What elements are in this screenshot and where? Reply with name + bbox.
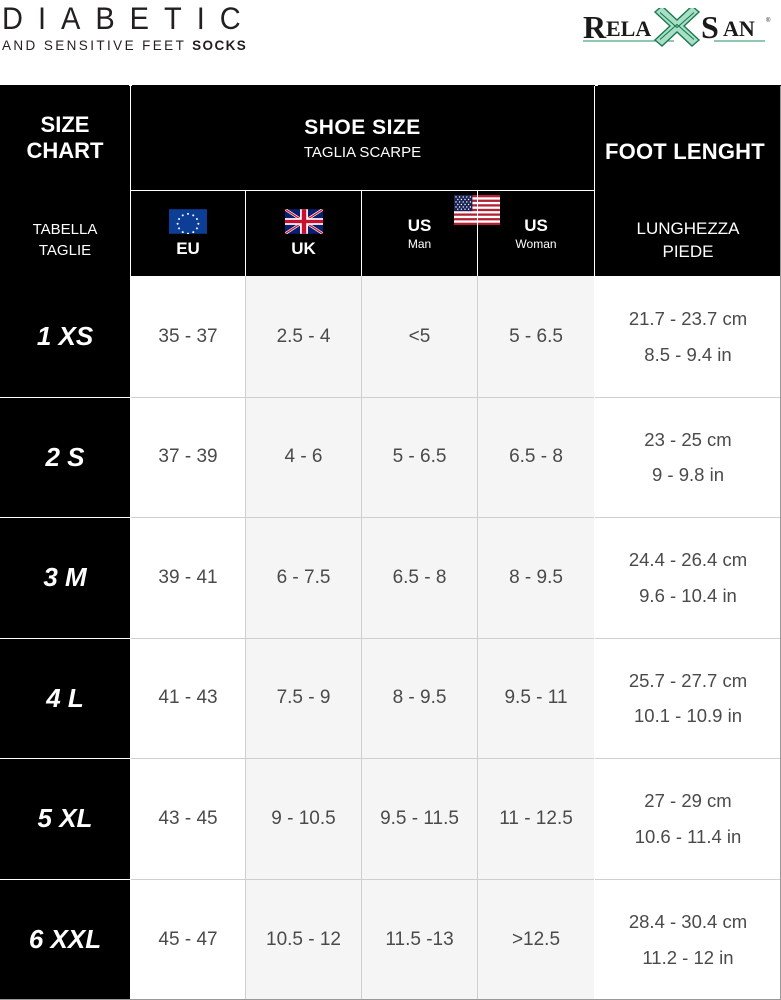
svg-text:AN: AN [723,16,755,41]
svg-text:R: R [583,9,607,45]
svg-text:ELA: ELA [606,16,651,41]
svg-text:S: S [701,9,719,45]
svg-text:®: ® [766,17,771,24]
